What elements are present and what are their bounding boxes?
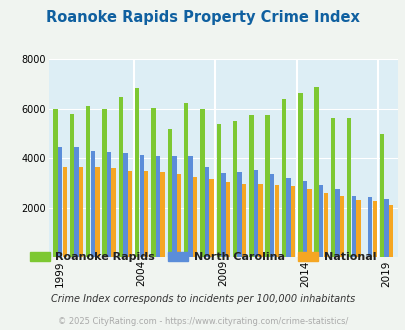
Bar — [144, 171, 148, 257]
Bar — [221, 173, 225, 257]
Bar — [62, 167, 67, 257]
Bar — [70, 114, 74, 257]
Bar — [330, 117, 334, 257]
Bar — [346, 117, 351, 257]
Bar — [232, 121, 237, 257]
Text: © 2025 CityRating.com - https://www.cityrating.com/crime-statistics/: © 2025 CityRating.com - https://www.city… — [58, 317, 347, 326]
Bar — [188, 156, 192, 257]
Text: Crime Index corresponds to incidents per 100,000 inhabitants: Crime Index corresponds to incidents per… — [51, 294, 354, 304]
Bar — [128, 171, 132, 257]
Bar — [79, 167, 83, 257]
Bar — [123, 153, 127, 257]
Bar — [269, 175, 274, 257]
Bar — [156, 156, 160, 257]
Bar — [151, 108, 155, 257]
Bar — [183, 103, 188, 257]
Bar — [383, 199, 388, 257]
Bar — [249, 115, 253, 257]
Bar — [90, 151, 95, 257]
Bar — [323, 193, 327, 257]
Bar — [265, 115, 269, 257]
Bar — [388, 205, 392, 257]
Bar — [225, 182, 230, 257]
Bar — [95, 167, 99, 257]
Bar — [86, 106, 90, 257]
Bar — [379, 134, 383, 257]
Bar — [204, 167, 209, 257]
Bar — [118, 97, 123, 257]
Bar — [297, 93, 302, 257]
Text: Roanoke Rapids Property Crime Index: Roanoke Rapids Property Crime Index — [46, 10, 359, 25]
Bar — [372, 201, 376, 257]
Bar — [367, 197, 371, 257]
Bar — [102, 109, 107, 257]
Bar — [74, 147, 79, 257]
Bar — [209, 180, 213, 257]
Bar — [216, 124, 220, 257]
Bar — [107, 152, 111, 257]
Bar — [253, 170, 258, 257]
Bar — [258, 184, 262, 257]
Bar — [200, 109, 204, 257]
Bar — [313, 87, 318, 257]
Bar — [176, 174, 181, 257]
Bar — [134, 88, 139, 257]
Bar — [307, 189, 311, 257]
Bar — [351, 196, 355, 257]
Bar — [172, 156, 176, 257]
Legend: Roanoke Rapids, North Carolina, National: Roanoke Rapids, North Carolina, National — [25, 248, 380, 267]
Bar — [167, 129, 172, 257]
Bar — [111, 168, 115, 257]
Bar — [281, 100, 286, 257]
Bar — [286, 178, 290, 257]
Bar — [192, 177, 197, 257]
Bar — [318, 185, 323, 257]
Bar — [237, 172, 241, 257]
Bar — [335, 189, 339, 257]
Bar — [339, 196, 343, 257]
Bar — [139, 155, 143, 257]
Bar — [241, 184, 246, 257]
Bar — [160, 172, 164, 257]
Bar — [274, 185, 278, 257]
Bar — [290, 186, 294, 257]
Bar — [53, 109, 58, 257]
Bar — [58, 147, 62, 257]
Bar — [355, 201, 360, 257]
Bar — [302, 181, 306, 257]
